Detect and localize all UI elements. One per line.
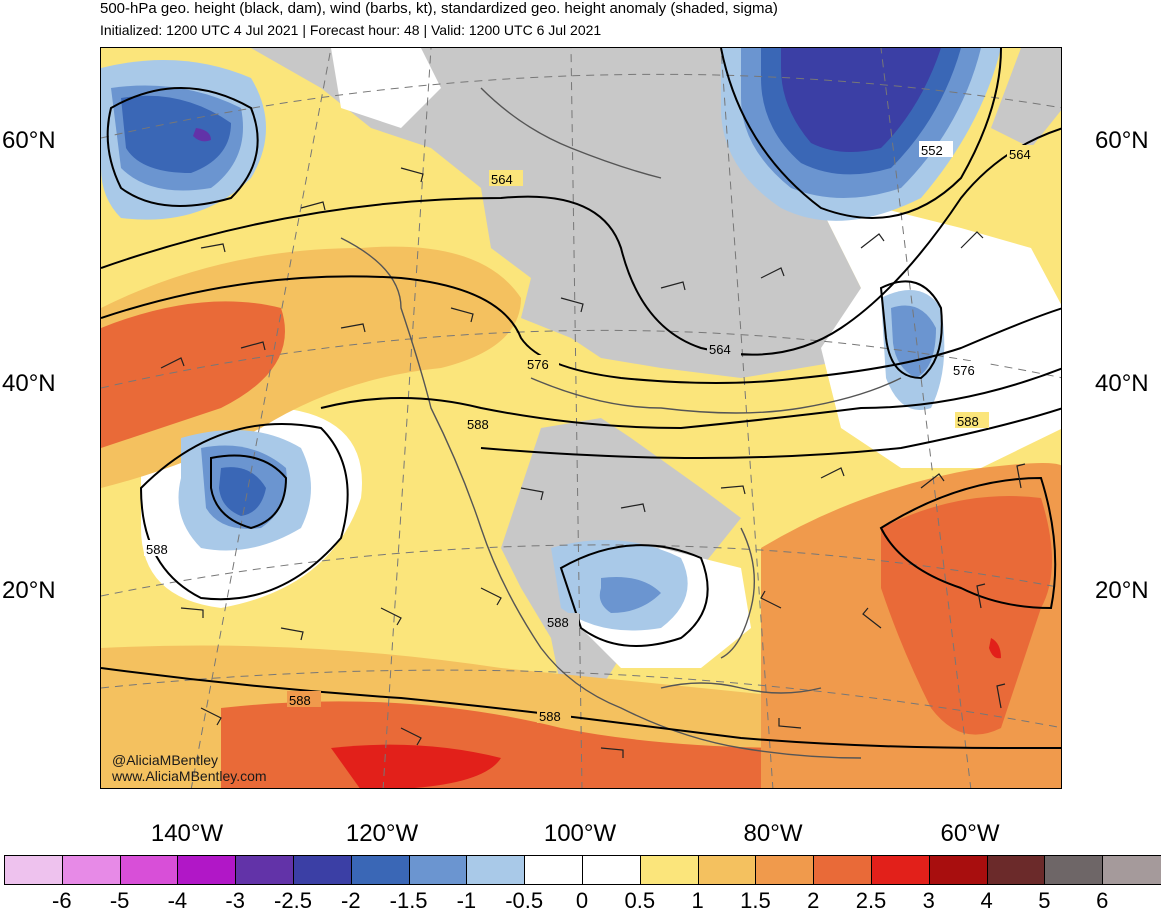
colorbar-tick-label: -1 [456, 888, 477, 913]
contour-label-588-south: 588 [539, 709, 561, 724]
contour-low-pacific-inner [210, 454, 288, 530]
lat-label-60n-right: 60°N [1095, 127, 1149, 154]
anomaly-red-south [331, 744, 501, 788]
contour-label-588-southwest: 588 [289, 693, 311, 708]
credit-handle: @AliciaMBentley [112, 752, 219, 768]
contour-low-pacific [139, 423, 349, 601]
contour-552 [720, 48, 1002, 219]
colorbar-tick-label: 6 [1096, 888, 1109, 913]
contour-label-576-east: 576 [953, 363, 975, 378]
colorbar-tick-label: 1.5 [740, 888, 771, 913]
contour-588-north [320, 367, 1061, 430]
lon-label-140w: 140°W [150, 820, 224, 847]
colorbar-swatch [698, 856, 757, 884]
anomaly-white-north [331, 48, 441, 128]
contour-label-564-center: 564 [709, 342, 731, 357]
colorbar-swatch [987, 856, 1046, 884]
anomaly-blue-pacific-core [219, 467, 266, 516]
anomaly-deep-blue-greenland [781, 48, 941, 152]
map-subtitle: Initialized: 1200 UTC 4 Jul 2021 | Forec… [100, 22, 602, 38]
colorbar-tick-label: -0.5 [505, 888, 544, 913]
colorbar-swatch [236, 856, 294, 884]
contour-label-564-west: 564 [491, 172, 513, 187]
colorbar-tick-label: 1 [691, 888, 704, 913]
colorbar-swatch [120, 856, 179, 884]
colorbar-swatch [582, 856, 641, 884]
map-panel: 564 552 564 576 564 576 588 588 588 588 … [100, 47, 1062, 789]
graticule [101, 48, 1061, 788]
anomaly-dark-orange-atlantic [881, 496, 1052, 735]
contour-576 [101, 275, 1061, 384]
lon-label-80w: 80°W [743, 820, 803, 847]
colorbar-swatch [1045, 856, 1104, 884]
colorbar-swatch [62, 856, 121, 884]
coastlines [340, 87, 902, 759]
lon-label-100w: 100°W [543, 820, 617, 847]
wind-barbs [160, 167, 1026, 758]
colorbar-swatch [756, 856, 815, 884]
contour-label-588-gulf: 588 [547, 615, 569, 630]
contour-label-group: 564 552 564 576 564 576 588 588 588 588 … [144, 141, 1041, 724]
colorbar-swatch [409, 856, 468, 884]
contour-gulf [559, 544, 709, 647]
anomaly-blue-alaska-core [121, 95, 231, 173]
contour-label-588-pacific: 588 [146, 542, 168, 557]
colorbar-swatch [929, 856, 988, 884]
lat-label-60n-left: 60°N [2, 127, 56, 154]
lat-label-40n-right: 40°N [1095, 370, 1149, 397]
colorbar-tick-label: 2.5 [855, 888, 887, 913]
contour-label-588-east: 588 [957, 414, 979, 429]
colorbar-tick-label: -1.5 [389, 888, 428, 913]
colorbar-tick-label: -2.5 [274, 888, 312, 913]
contour-label-552: 552 [921, 143, 943, 158]
colorbar-tick-label: -6 [52, 888, 72, 913]
contour-588-south [101, 667, 1061, 749]
colorbar-tick-label: -3 [225, 888, 245, 913]
anomaly-red-atlantic [989, 638, 1001, 659]
colorbar-tick-label: 0.5 [624, 888, 656, 913]
anomaly-gray-greenland [991, 48, 1061, 148]
colorbar-swatch [814, 856, 872, 884]
map-title: 500-hPa geo. height (black, dam), wind (… [100, 0, 778, 17]
colorbar-swatch [467, 856, 526, 884]
lon-label-120w: 120°W [345, 820, 419, 847]
colorbar-tick-label: -4 [167, 888, 188, 913]
colorbar-swatch [640, 856, 699, 884]
credit-website: www.AliciaMBentley.com [112, 768, 267, 784]
contour-label-564-east: 564 [1009, 147, 1031, 162]
colorbar-swatch [871, 856, 930, 884]
colorbar [4, 855, 1161, 885]
contour-atlantic-high [879, 476, 1057, 610]
colorbar-tick-label: 4 [980, 888, 993, 913]
colorbar-swatch [1103, 856, 1161, 884]
contour-564 [101, 127, 1061, 356]
colorbar-tick-label: 0 [575, 888, 589, 913]
colorbar-swatch [5, 856, 63, 884]
anomaly-blue-gulf-mid [599, 577, 661, 613]
lon-label-60w: 60°W [940, 820, 1000, 847]
colorbar-tick-label: 5 [1038, 888, 1051, 913]
anomaly-dark-orange-west [101, 301, 285, 448]
contour-low-alaska [106, 87, 259, 207]
height-contours [101, 48, 1061, 749]
colorbar-swatch [293, 856, 352, 884]
colorbar-tick-label: 2 [807, 888, 820, 913]
colorbar-tick-label: 3 [922, 888, 935, 913]
contour-low-newfoundland [879, 280, 943, 380]
contour-588-mid [480, 407, 1061, 460]
colorbar-tick-label: -2 [341, 888, 361, 913]
lat-label-20n-right: 20°N [1095, 577, 1149, 604]
weather-map: 564 552 564 576 564 576 588 588 588 588 … [101, 48, 1061, 788]
anomaly-blue-newfoundland-mid [891, 305, 936, 378]
lat-label-20n-left: 20°N [2, 577, 56, 604]
colorbar-swatch [178, 856, 237, 884]
anomaly-purple-alaska [193, 128, 211, 142]
colorbar-swatch [351, 856, 410, 884]
colorbar-tick-label: -5 [109, 888, 130, 913]
lat-label-40n-left: 40°N [2, 370, 56, 397]
contour-label-588-center: 588 [467, 417, 489, 432]
colorbar-swatch [525, 856, 583, 884]
contour-label-576-west: 576 [527, 357, 549, 372]
